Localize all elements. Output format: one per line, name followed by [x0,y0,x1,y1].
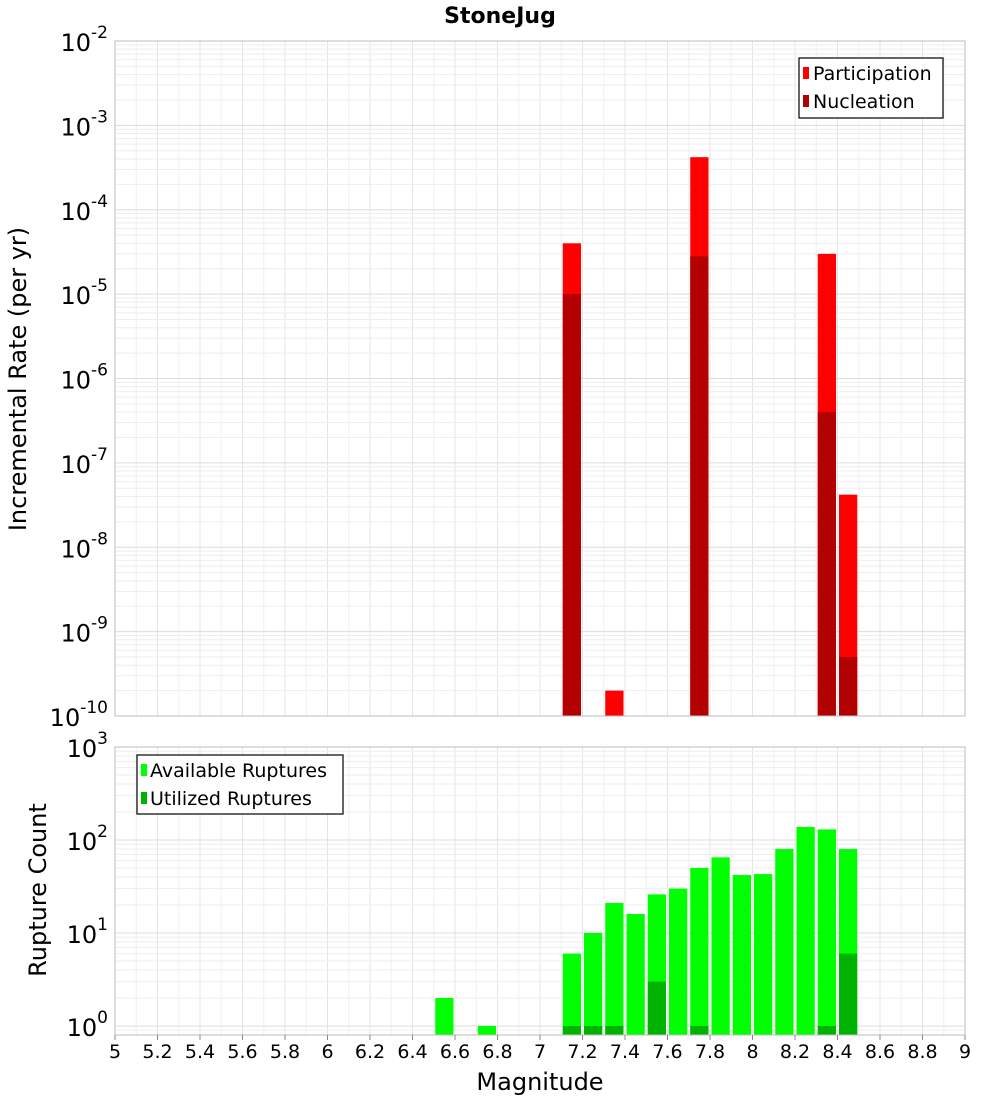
bottom-bar-available-ruptures [711,857,730,1035]
bottom-y-tick-label: 100 [67,1008,108,1042]
bottom-bar-available-ruptures [562,953,581,1035]
bottom-bar-available-ruptures [477,1025,496,1035]
bottom-bar-available-ruptures [690,867,709,1035]
bottom-bar-available-ruptures [669,888,688,1035]
legend-swatch-available-ruptures [141,764,147,776]
top-y-tick-label: 10-5 [61,276,109,310]
x-tick-label: 6.2 [355,1041,385,1063]
legend-label-nucleation: Nucleation [813,91,915,113]
bottom-legend: Available Ruptures Utilized Ruptures [136,754,344,815]
chart-title: StoneJug [444,4,556,29]
bottom-bar-available-ruptures [817,829,836,1035]
bottom-bar-available-ruptures [605,903,624,1035]
top-legend: Participation Nucleation [798,57,944,119]
bottom-bar-utilized-ruptures [817,1025,836,1035]
x-tick-label: 9 [959,1041,971,1063]
legend-swatch-nucleation [803,95,809,107]
x-tick-label: 7.4 [610,1041,640,1063]
bottom-bar-available-ruptures [435,997,454,1035]
x-tick-label: 5.4 [185,1041,215,1063]
x-tick-label: 6.4 [397,1041,427,1063]
legend-label-participation: Participation [813,63,932,85]
bottom-y-tick-label: 103 [67,729,108,763]
top-bar-nucleation [690,256,709,716]
top-y-axis-label: Incremental Rate (per yr) [4,227,32,531]
x-axis-label: Magnitude [476,1068,603,1096]
top-y-tick-label: 10-6 [61,361,109,395]
bottom-bar-utilized-ruptures [562,1025,581,1035]
legend-swatch-participation [803,67,809,79]
top-bar-nucleation [562,294,581,716]
bottom-y-tick-label: 102 [67,822,108,856]
top-y-tick-label: 10-8 [61,529,109,563]
x-tick-label: 8.2 [780,1041,810,1063]
x-tick-label: 7.8 [695,1041,725,1063]
bottom-bar-available-ruptures [584,932,603,1035]
x-tick-label: 8 [746,1041,758,1063]
legend-label-available-ruptures: Available Ruptures [150,760,327,782]
top-bar-participation [605,690,624,716]
top-y-tick-label: 10-9 [61,614,109,648]
bottom-y-tick-label: 101 [67,915,108,949]
bottom-bar-utilized-ruptures [690,1025,709,1035]
x-tick-label: 5.6 [227,1041,257,1063]
legend-swatch-utilized-ruptures [141,792,147,804]
bottom-bar-available-ruptures [775,849,794,1035]
bottom-bar-available-ruptures [732,875,751,1035]
bottom-bar-available-ruptures [796,826,815,1035]
top-y-tick-label: 10-7 [61,445,109,479]
top-y-tick-label: 10-2 [61,23,109,57]
x-tick-label: 7.6 [652,1041,682,1063]
legend-label-utilized-ruptures: Utilized Ruptures [150,788,312,810]
top-y-tick-label: 10-4 [61,192,109,226]
top-bar-nucleation [817,412,836,716]
bottom-bar-utilized-ruptures [584,1025,603,1035]
x-tick-label: 5.2 [142,1041,172,1063]
bottom-bar-utilized-ruptures [647,981,666,1035]
x-tick-label: 6.8 [482,1041,512,1063]
x-tick-label: 8.8 [907,1041,937,1063]
x-tick-label: 7 [534,1041,546,1063]
top-plot-frame [114,40,966,717]
bottom-bar-available-ruptures [626,914,645,1035]
bottom-bar-utilized-ruptures [605,1025,624,1035]
bottom-bar-available-ruptures [754,874,773,1035]
top-legend-frame [798,57,944,119]
bottom-legend-frame [136,754,344,815]
top-y-tick-label: 10-3 [61,107,109,141]
x-tick-label: 8.6 [865,1041,895,1063]
top-bar-nucleation [839,657,858,716]
x-tick-label: 6.6 [440,1041,470,1063]
bottom-y-axis-label: Rupture Count [24,803,52,977]
x-tick-label: 6 [321,1041,333,1063]
x-tick-label: 5 [109,1041,121,1063]
top-y-tick-label: 10-10 [50,698,108,732]
bottom-bar-utilized-ruptures [839,953,858,1035]
x-tick-label: 7.2 [567,1041,597,1063]
x-tick-label: 8.4 [822,1041,852,1063]
x-tick-label: 5.8 [270,1041,300,1063]
